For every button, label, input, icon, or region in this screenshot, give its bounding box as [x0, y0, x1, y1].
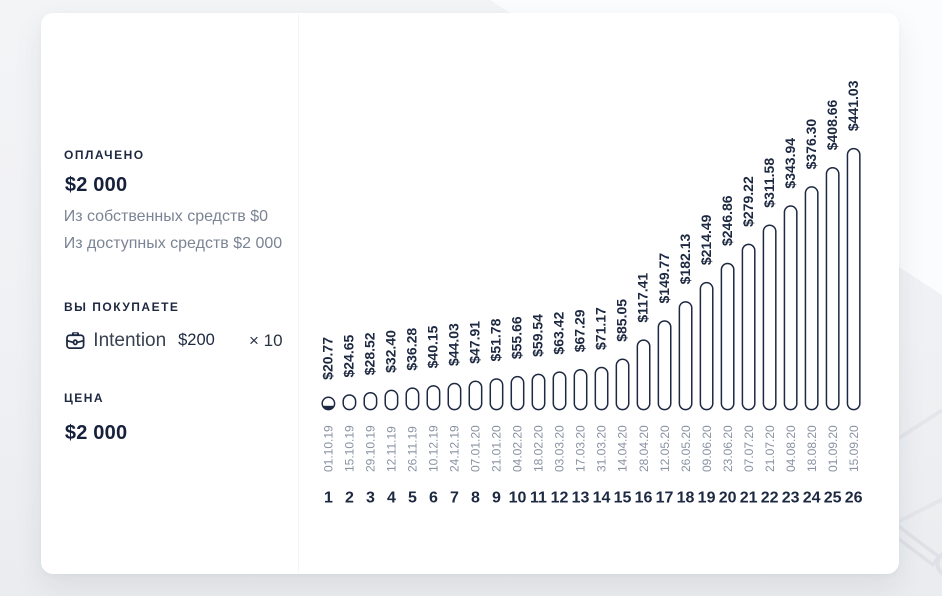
svg-text:7: 7: [450, 489, 459, 506]
svg-text:$246.86: $246.86: [719, 195, 735, 246]
svg-text:01.09.20: 01.09.20: [826, 425, 840, 472]
svg-text:12: 12: [551, 489, 569, 506]
svg-text:26.11.19: 26.11.19: [406, 426, 420, 472]
svg-text:$32.40: $32.40: [383, 330, 399, 373]
svg-text:17: 17: [656, 489, 674, 506]
svg-text:18.02.20: 18.02.20: [532, 425, 546, 472]
svg-text:$36.28: $36.28: [404, 328, 420, 371]
svg-text:15: 15: [614, 489, 632, 506]
svg-text:15.09.20: 15.09.20: [847, 425, 861, 472]
svg-text:26: 26: [845, 489, 863, 506]
svg-text:5: 5: [408, 489, 417, 506]
svg-text:04.08.20: 04.08.20: [784, 425, 798, 472]
svg-text:01.10.19: 01.10.19: [322, 425, 336, 472]
svg-text:$376.30: $376.30: [803, 119, 819, 170]
svg-text:24: 24: [803, 489, 821, 506]
svg-text:$51.78: $51.78: [488, 318, 504, 361]
svg-text:11: 11: [530, 489, 547, 506]
svg-text:$441.03: $441.03: [845, 80, 861, 131]
svg-text:21.01.20: 21.01.20: [490, 425, 504, 472]
svg-text:19: 19: [698, 489, 716, 506]
svg-text:18.08.20: 18.08.20: [805, 425, 819, 472]
svg-text:14: 14: [593, 489, 611, 506]
svg-text:$85.05: $85.05: [614, 299, 630, 342]
svg-text:4: 4: [387, 489, 396, 506]
svg-text:12.05.20: 12.05.20: [658, 425, 672, 472]
svg-text:$343.94: $343.94: [782, 138, 798, 189]
svg-text:$28.52: $28.52: [362, 332, 378, 375]
svg-text:$149.77: $149.77: [656, 253, 672, 304]
svg-text:07.01.20: 07.01.20: [469, 425, 483, 472]
svg-text:23.06.20: 23.06.20: [721, 425, 735, 472]
svg-text:21.07.20: 21.07.20: [763, 425, 777, 472]
svg-text:28.04.20: 28.04.20: [637, 425, 651, 472]
svg-text:$44.03: $44.03: [446, 323, 462, 366]
svg-text:25: 25: [824, 489, 842, 506]
svg-text:$67.29: $67.29: [572, 309, 588, 352]
svg-text:6: 6: [429, 489, 438, 506]
svg-text:29.10.19: 29.10.19: [364, 425, 378, 472]
svg-text:13: 13: [572, 489, 590, 506]
svg-text:24.12.19: 24.12.19: [448, 425, 462, 472]
svg-text:10: 10: [509, 489, 527, 506]
svg-text:31.03.20: 31.03.20: [595, 425, 609, 472]
svg-text:$214.49: $214.49: [698, 214, 714, 265]
svg-text:$59.54: $59.54: [530, 314, 546, 357]
svg-text:10.12.19: 10.12.19: [427, 425, 441, 472]
svg-text:$40.15: $40.15: [425, 325, 441, 368]
svg-text:26.05.20: 26.05.20: [679, 425, 693, 472]
svg-text:2: 2: [345, 489, 354, 506]
svg-text:15.10.19: 15.10.19: [343, 425, 357, 472]
svg-text:9: 9: [492, 489, 501, 506]
svg-text:14.04.20: 14.04.20: [616, 425, 630, 472]
svg-text:12.11.19: 12.11.19: [385, 426, 399, 472]
svg-text:17.03.20: 17.03.20: [574, 425, 588, 472]
svg-text:$182.13: $182.13: [677, 233, 693, 284]
svg-text:$279.22: $279.22: [740, 176, 756, 227]
svg-text:3: 3: [366, 489, 375, 506]
svg-text:$311.58: $311.58: [761, 158, 777, 208]
svg-text:$24.65: $24.65: [341, 334, 357, 377]
svg-text:23: 23: [782, 489, 800, 506]
svg-text:$63.42: $63.42: [551, 312, 567, 355]
svg-text:$117.41: $117.41: [635, 273, 651, 323]
svg-text:18: 18: [677, 489, 695, 506]
svg-text:$20.77: $20.77: [320, 337, 336, 380]
svg-text:1: 1: [324, 489, 333, 506]
svg-text:22: 22: [761, 489, 779, 506]
svg-text:21: 21: [740, 489, 758, 506]
svg-text:20: 20: [719, 489, 737, 506]
svg-text:8: 8: [471, 489, 480, 506]
svg-text:$55.66: $55.66: [509, 316, 525, 359]
svg-text:$47.91: $47.91: [467, 321, 483, 364]
svg-text:03.03.20: 03.03.20: [553, 425, 567, 472]
svg-text:$408.66: $408.66: [824, 99, 840, 150]
svg-text:16: 16: [635, 489, 653, 506]
svg-text:04.02.20: 04.02.20: [511, 425, 525, 472]
svg-text:07.07.20: 07.07.20: [742, 425, 756, 472]
svg-text:$71.17: $71.17: [593, 307, 609, 350]
svg-text:09.06.20: 09.06.20: [700, 425, 714, 472]
